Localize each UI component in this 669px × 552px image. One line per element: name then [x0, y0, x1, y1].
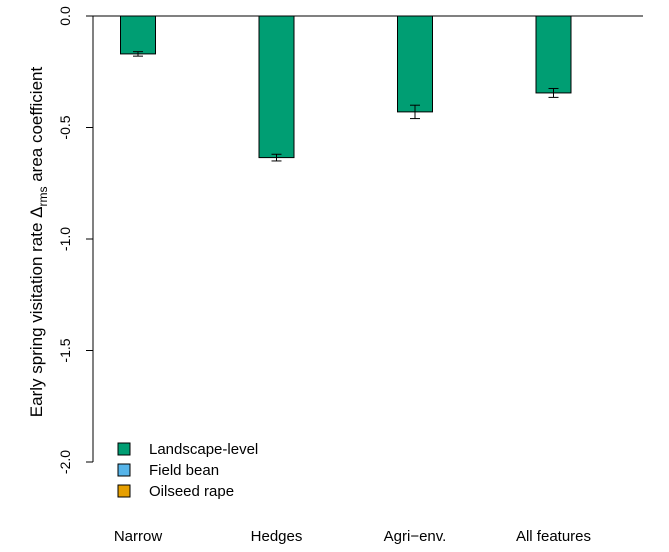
- category-label-1: Hedges: [251, 528, 303, 545]
- error-bar-0: [133, 51, 143, 57]
- legend-label: Field bean: [149, 462, 219, 479]
- y-tick-label: -0.5: [57, 115, 73, 139]
- legend-swatch: [117, 484, 131, 498]
- y-axis-label-subscript: rms: [36, 187, 50, 207]
- legend-entry-0: Landscape-level: [117, 441, 258, 458]
- category-label-3: All features: [516, 528, 591, 545]
- bar-0: [120, 15, 156, 55]
- y-tick-label: 0.0: [57, 6, 73, 26]
- bar-1: [258, 15, 295, 159]
- legend-entry-2: Oilseed rape: [117, 483, 234, 500]
- category-label-0: Narrow: [114, 528, 163, 545]
- y-tick-label: -1.5: [57, 338, 73, 362]
- error-bar-2: [410, 104, 420, 120]
- error-bar-1: [271, 153, 282, 162]
- legend-label: Oilseed rape: [149, 483, 234, 500]
- y-tick-label: -2.0: [57, 450, 73, 474]
- y-tick-label: -1.0: [57, 227, 73, 251]
- y-axis-label-rest: area coefficient: [27, 67, 46, 187]
- legend-swatch: [117, 463, 131, 477]
- error-bars: [133, 51, 559, 162]
- legend: Landscape-level Field bean Oilseed rape: [117, 441, 258, 500]
- y-axis-label-main: Early spring visitation rate Δ: [27, 207, 46, 418]
- legend-entry-1: Field bean: [117, 462, 219, 479]
- legend-label: Landscape-level: [149, 441, 258, 458]
- error-bar-3: [548, 87, 559, 98]
- y-axis: 0.0 -0.5 -1.0 -1.5 -2.0: [57, 6, 94, 474]
- category-label-2: Agri−env.: [384, 528, 447, 545]
- bars: [93, 15, 643, 159]
- category-labels: Narrow Hedges Agri−env. All features: [114, 528, 591, 545]
- bar-3: [535, 15, 572, 94]
- y-axis-label: Early spring visitation rate Δrms area c…: [27, 67, 50, 418]
- legend-swatch: [117, 442, 131, 456]
- bar-2: [397, 15, 433, 113]
